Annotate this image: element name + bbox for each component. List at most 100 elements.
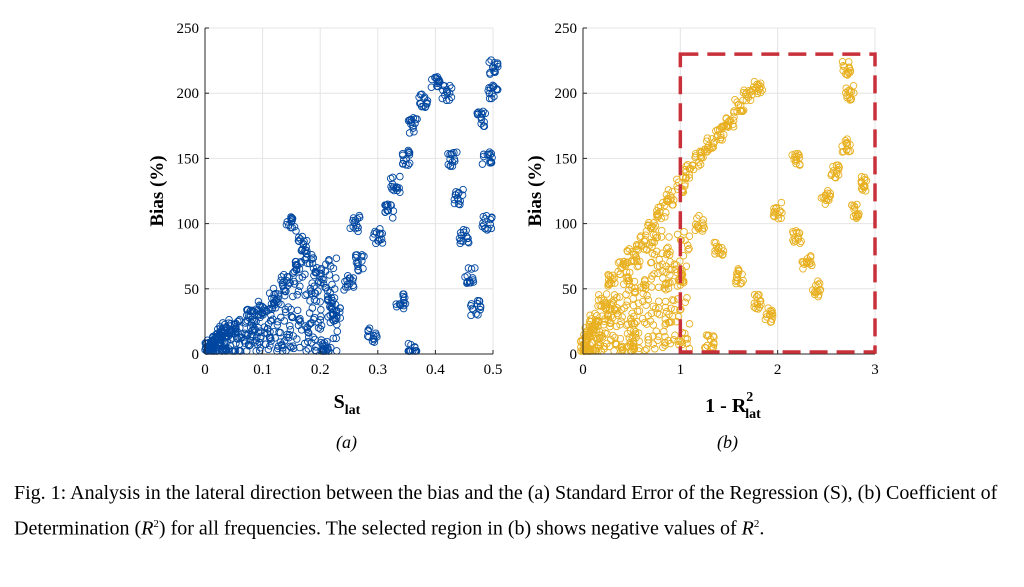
scatter-point (478, 222, 487, 231)
scatter-point (485, 58, 493, 66)
scatter-point (340, 286, 348, 294)
scatter-point (694, 162, 703, 170)
scatter-point (354, 262, 362, 271)
scatter-point (275, 328, 283, 337)
scatter-point (333, 320, 341, 329)
scatter-point (595, 318, 603, 326)
panel-a-ylabel: Bias (%) (147, 155, 168, 226)
scatter-point (326, 318, 335, 327)
scatter-point (289, 292, 297, 301)
scatter-point (253, 333, 261, 341)
scatter-point (386, 201, 395, 209)
scatter-point (741, 90, 750, 98)
scatter-point (208, 334, 217, 342)
scatter-point (332, 254, 341, 263)
scatter-point (639, 289, 647, 298)
scatter-point (640, 245, 648, 253)
scatter-point (309, 333, 317, 341)
scatter-point (232, 339, 240, 348)
scatter-point (602, 290, 611, 298)
scatter-point (683, 339, 691, 348)
caption-text-3: . (759, 517, 765, 540)
scatter-point (631, 284, 639, 292)
scatter-point (670, 305, 679, 314)
scatter-point (842, 139, 850, 147)
scatter-point (290, 267, 299, 276)
scatter-point (634, 246, 643, 254)
panel-label-b: (b) (717, 432, 738, 452)
scatter-point (236, 324, 244, 332)
scatter-point (653, 309, 661, 317)
y-tick-label: 50 (562, 282, 577, 298)
scatter-point (269, 315, 277, 323)
scatter-point (630, 344, 639, 353)
scatter-point (254, 323, 262, 332)
scatter-point (485, 89, 494, 98)
scatter-point (609, 275, 617, 284)
scatter-point (326, 311, 334, 319)
scatter-point (623, 258, 631, 266)
scatter-point (648, 272, 656, 280)
scatter-point (839, 147, 848, 156)
scatter-point (487, 158, 496, 167)
scatter-point (739, 88, 748, 97)
scatter-point (363, 332, 372, 340)
scatter-point (588, 339, 596, 347)
scatter-point (317, 305, 325, 314)
scatter-point (623, 277, 631, 285)
scatter-point (699, 221, 708, 229)
scatter-point (649, 340, 657, 348)
scatter-point (669, 335, 678, 344)
scatter-point (595, 334, 604, 343)
scatter-point (722, 114, 730, 123)
scatter-point (635, 241, 643, 249)
scatter-point (683, 160, 692, 169)
scatter-point (328, 302, 336, 311)
scatter-point (431, 73, 439, 82)
scatter-point (254, 297, 263, 306)
scatter-point (281, 291, 289, 300)
panel-a-axes: 0 0.1 0.2 0.3 0.4 0.5 0 50 100 150 200 250 (177, 21, 503, 378)
scatter-point (228, 334, 237, 342)
scatter-point (666, 265, 675, 274)
panel-label-a: (a) (336, 432, 357, 452)
scatter-point (372, 239, 380, 248)
scatter-point (286, 223, 295, 232)
scatter-point (608, 313, 617, 322)
x-tick-label: 0.1 (253, 362, 272, 378)
scatter-point (202, 344, 210, 352)
scatter-point (377, 230, 385, 238)
scatter-point (729, 122, 738, 131)
scatter-point (613, 293, 621, 302)
scatter-point (246, 324, 255, 332)
scatter-point (813, 288, 821, 296)
scatter-point (774, 214, 783, 223)
scatter-point (644, 296, 652, 304)
scatter-point (700, 224, 708, 232)
scatter-point (750, 291, 759, 299)
scatter-point (626, 338, 634, 347)
scatter-point (217, 335, 226, 344)
scatter-point (478, 160, 487, 168)
scatter-point (310, 271, 318, 280)
scatter-point (852, 214, 861, 222)
y-tick-label: 50 (184, 282, 199, 298)
scatter-point (256, 334, 265, 342)
scatter-point (243, 305, 252, 314)
scatter-point (346, 274, 354, 282)
y-tick-label: 0 (570, 347, 578, 363)
x-tick-label: 1 (677, 362, 685, 378)
scatter-point (248, 332, 257, 341)
scatter-point (352, 258, 361, 267)
scatter-point (445, 89, 454, 97)
scatter-point (404, 146, 413, 155)
scatter-point (861, 175, 869, 184)
scatter-point (595, 327, 604, 336)
scatter-point (263, 324, 272, 333)
scatter-point (777, 198, 786, 207)
scatter-point (840, 63, 849, 71)
scatter-point (326, 288, 334, 297)
scatter-point (623, 247, 631, 255)
scatter-point (608, 271, 617, 280)
x-tick-label: 3 (871, 362, 879, 378)
